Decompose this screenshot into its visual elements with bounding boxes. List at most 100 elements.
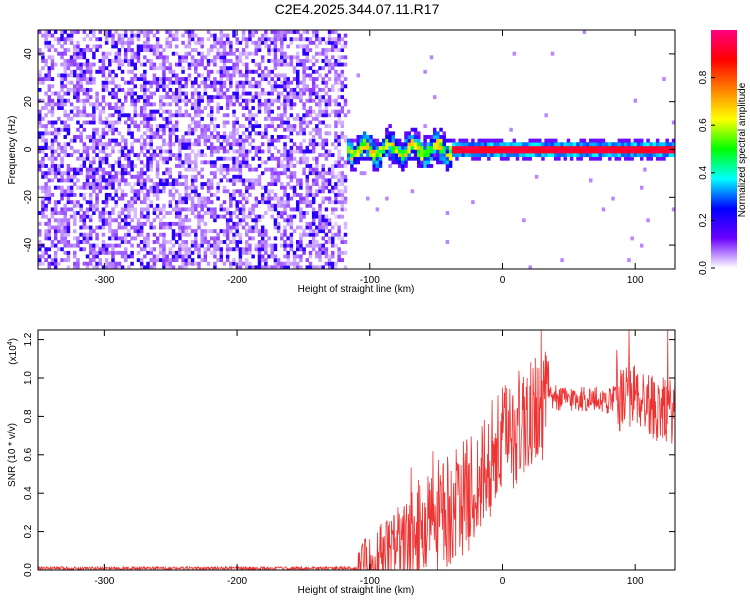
heatmap-cell [270, 48, 274, 53]
heatmap-cell [104, 156, 109, 161]
heatmap-cell [47, 221, 52, 226]
heatmap-cell [203, 200, 208, 205]
heatmap-cell [264, 200, 268, 205]
heatmap-cell [515, 145, 520, 150]
heatmap-cell [429, 142, 434, 147]
heatmap-cell [235, 221, 239, 226]
heatmap-cell [232, 51, 236, 56]
heatmap-cell [254, 95, 259, 100]
heatmap-cell [92, 120, 96, 125]
heatmap-cell [73, 48, 77, 53]
heatmap-cell [162, 203, 166, 208]
heatmap-cell [528, 153, 532, 158]
heatmap-cell [241, 207, 246, 212]
heatmap-cell [219, 203, 224, 208]
heatmap-cell [280, 116, 284, 121]
heatmap-cell [82, 149, 87, 154]
heatmap-cell [79, 192, 83, 197]
heatmap-cell [375, 156, 380, 161]
heatmap-cell [248, 261, 252, 266]
heatmap-cell [331, 167, 335, 172]
heatmap-cell [372, 153, 376, 158]
heatmap-cell [538, 145, 542, 150]
heatmap-cell [127, 221, 131, 226]
heatmap-cell [225, 142, 230, 147]
heatmap-cell [553, 145, 558, 150]
heatmap-cell [82, 77, 87, 81]
heatmap-cell [264, 189, 268, 194]
heatmap-cell [117, 106, 122, 110]
heatmap-cell [57, 37, 61, 42]
heatmap-cell [334, 73, 338, 78]
heatmap-cell [187, 127, 192, 132]
heatmap-cell [321, 250, 325, 255]
heatmap-cell [547, 153, 552, 158]
heatmap-cell [209, 116, 214, 121]
heatmap-cell [276, 200, 281, 205]
heatmap-cell [270, 156, 274, 161]
heatmap-cell [149, 265, 153, 270]
heatmap-cell [331, 30, 335, 34]
heatmap-cell [340, 55, 345, 60]
heatmap-cell [573, 142, 577, 147]
heatmap-cell [98, 160, 102, 165]
heatmap-cell [276, 211, 281, 215]
heatmap-cell [331, 261, 335, 266]
heatmap-cell [178, 229, 182, 234]
heatmap-cell [146, 95, 150, 100]
heatmap-cell [213, 116, 217, 121]
heatmap-cell [302, 30, 306, 34]
heatmap-cell [219, 55, 224, 60]
heatmap-cell [273, 98, 278, 103]
heatmap-cell [130, 135, 134, 139]
y-tick-label: 0.8 [23, 409, 34, 423]
heatmap-cell [139, 142, 144, 147]
heatmap-cell [318, 221, 322, 226]
heatmap-cell [136, 192, 141, 197]
heatmap-cell [168, 182, 173, 187]
heatmap-cell [334, 163, 338, 168]
heatmap-cell [257, 80, 262, 85]
heatmap-cell [130, 80, 134, 85]
heatmap-cell [369, 153, 373, 158]
heatmap-cell [439, 138, 443, 143]
heatmap-cell [302, 131, 306, 136]
heatmap-cell [149, 189, 153, 194]
heatmap-cell [235, 84, 239, 89]
heatmap-cell [569, 153, 574, 158]
heatmap-cell [85, 135, 90, 139]
heatmap-cell [321, 243, 325, 248]
heatmap-cell [225, 211, 230, 215]
heatmap-cell [665, 153, 669, 158]
heatmap-cell [238, 163, 243, 168]
heatmap-cell [280, 232, 284, 237]
heatmap-cell [448, 156, 453, 161]
heatmap-cell [66, 243, 71, 248]
heatmap-cell [82, 247, 87, 252]
heatmap-cell [232, 62, 236, 67]
heatmap-cell [254, 214, 259, 219]
heatmap-cell [79, 113, 83, 118]
heatmap-cell [295, 77, 300, 81]
heatmap-cell [327, 58, 332, 63]
heatmap-cell [455, 149, 459, 154]
heatmap-cell [149, 156, 153, 161]
heatmap-cell [203, 87, 208, 92]
heatmap-cell [407, 153, 411, 158]
heatmap-cell [57, 171, 61, 176]
heatmap-cell [636, 149, 641, 154]
heatmap-cell [124, 207, 128, 212]
heatmap-cell [238, 142, 243, 147]
heatmap-cell [569, 149, 574, 154]
heatmap-cell [270, 189, 274, 194]
heatmap-cell [432, 153, 437, 158]
heatmap-cell [69, 167, 74, 172]
heatmap-cell [420, 153, 424, 158]
heatmap-cell [477, 142, 482, 147]
heatmap-cell [305, 163, 310, 168]
heatmap-cell [92, 203, 96, 208]
heatmap-cell [381, 149, 386, 154]
heatmap-cell [92, 106, 96, 110]
heatmap-cell [305, 174, 310, 179]
heatmap-cell [155, 124, 160, 129]
